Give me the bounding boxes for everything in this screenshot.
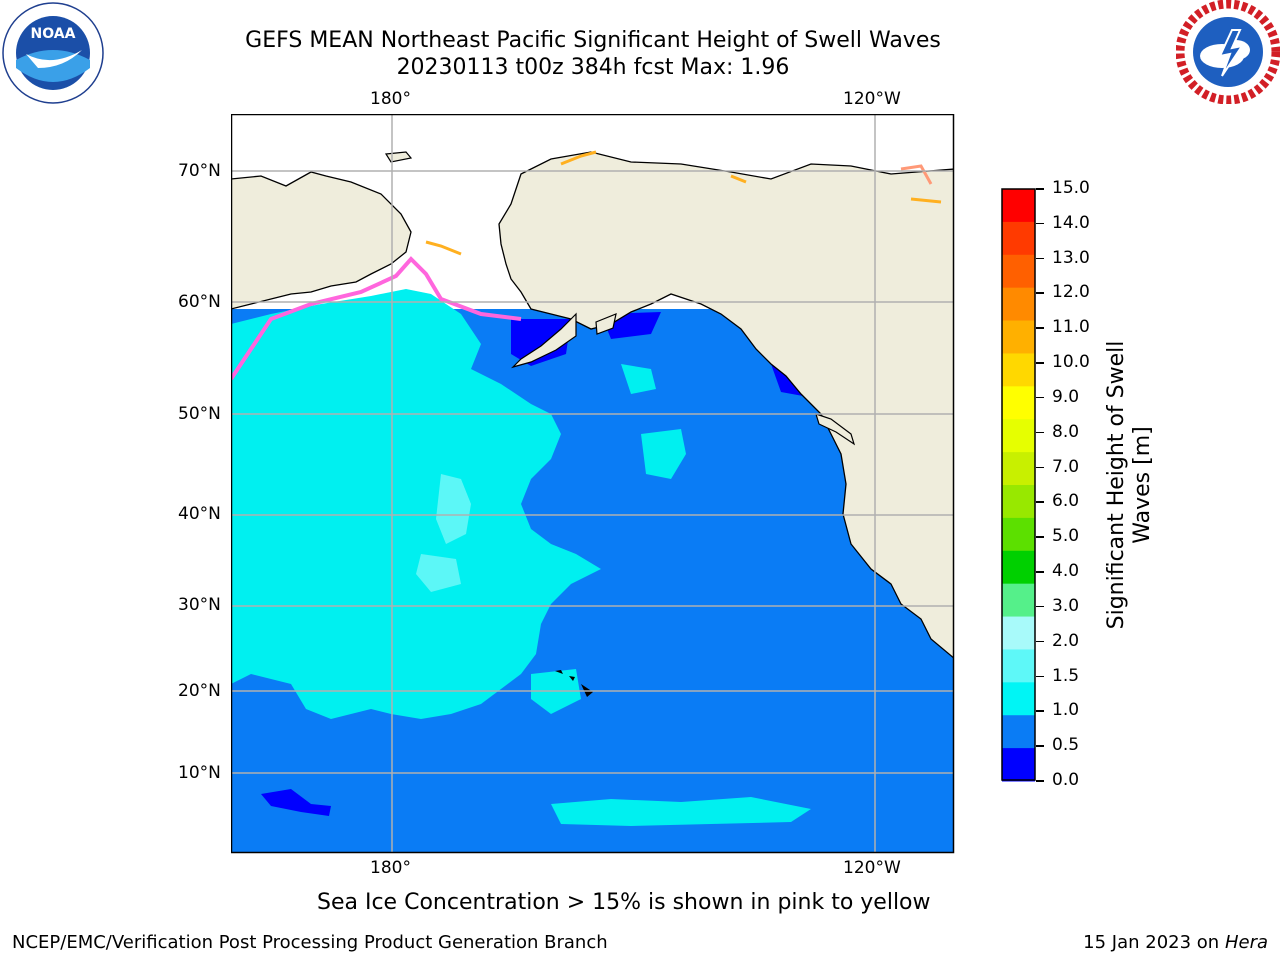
colorbar-cell xyxy=(1002,254,1035,289)
swell-region-low-gulf xyxy=(511,319,571,366)
land-alaska xyxy=(231,114,412,310)
colorbar-cell xyxy=(1002,616,1035,650)
colorbar-cell xyxy=(1002,221,1035,256)
colorbar-tick-mark xyxy=(1036,431,1044,434)
colorbar-tick-label: 15.0 xyxy=(1052,178,1090,198)
swell-region-tropical xyxy=(551,797,811,826)
colorbar-cell xyxy=(1002,419,1035,453)
footer-machine: Hera xyxy=(1224,932,1268,953)
map-gridlines xyxy=(231,114,954,853)
colorbar-cell xyxy=(1002,386,1035,420)
colorbar-label-line2: Waves [m] xyxy=(1130,426,1155,544)
colorbar-cell xyxy=(1002,550,1035,585)
lon-label-top-120w: 120°W xyxy=(843,89,901,109)
colorbar-tick-label: 2.0 xyxy=(1052,630,1080,651)
noaa-logo-text: NOAA xyxy=(31,26,76,42)
lat-label-10n: 10°N xyxy=(178,763,221,783)
colorbar-tick-mark xyxy=(1036,466,1044,469)
map-frame xyxy=(231,114,955,854)
chart-title: GEFS MEAN Northeast Pacific Significant … xyxy=(245,28,941,53)
colorbar-tick-label: 3.0 xyxy=(1052,595,1080,616)
colorbar-tick-label: 12.0 xyxy=(1052,282,1090,303)
colorbar-tick-mark xyxy=(1036,780,1044,782)
colorbar-cell xyxy=(1002,485,1035,519)
colorbar-tick-mark xyxy=(1036,292,1044,294)
colorbar-tick-mark xyxy=(1036,501,1044,503)
colorbar-tick-mark xyxy=(1036,605,1044,608)
colorbar-tick-label: 14.0 xyxy=(1052,212,1090,233)
colorbar-cell xyxy=(1002,583,1035,618)
colorbar-cell xyxy=(1002,748,1035,782)
colorbar-tick-mark xyxy=(1036,362,1044,364)
colorbar-cell xyxy=(1002,517,1035,552)
colorbar-tick-label: 11.0 xyxy=(1052,317,1090,338)
colorbar-tick-label: 13.0 xyxy=(1052,247,1090,268)
colorbar-tick-label: 9.0 xyxy=(1052,386,1080,407)
colorbar-cell xyxy=(1002,353,1035,387)
colorbar-cell xyxy=(1002,715,1035,749)
land-hawaii xyxy=(555,670,593,697)
lat-label-20n: 20°N xyxy=(178,681,221,701)
colorbar-tick-mark xyxy=(1036,640,1044,643)
sea-ice-fringe xyxy=(231,256,522,381)
colorbar-tick-label: 5.0 xyxy=(1052,526,1080,547)
chart-subtitle: 20230113 t00z 384h fcst Max: 1.96 xyxy=(396,55,790,80)
colorbar-tick-label: 1.5 xyxy=(1052,665,1080,686)
colorbar-cell xyxy=(1002,287,1035,322)
footer-producer: NCEP/EMC/Verification Post Processing Pr… xyxy=(12,932,608,953)
colorbar-tick-mark xyxy=(1036,745,1044,747)
colorbar-cell xyxy=(1002,452,1035,486)
lat-label-50n: 50°N xyxy=(178,404,221,424)
colorbar-tick-mark xyxy=(1036,257,1044,260)
map-area xyxy=(231,114,955,854)
swell-region-1-5m xyxy=(231,289,601,719)
footer-date: 15 Jan 2023 on Hera xyxy=(1083,932,1268,953)
colorbar-tick-label: 0.0 xyxy=(1052,770,1080,790)
lon-label-top-180: 180° xyxy=(370,89,411,109)
land-alaska-peninsula xyxy=(510,312,577,369)
colorbar-tick-label: 1.0 xyxy=(1052,700,1080,721)
colorbar-tick-mark xyxy=(1036,571,1044,573)
colorbar-tick-mark xyxy=(1036,327,1044,329)
colorbar-tick-mark xyxy=(1036,536,1044,538)
colorbar-tick-label: 8.0 xyxy=(1052,421,1080,442)
land-vancouver xyxy=(815,413,856,446)
colorbar-tick-mark xyxy=(1036,710,1044,712)
colorbar-tick-mark xyxy=(1036,188,1044,190)
colorbar-tick-label: 10.0 xyxy=(1052,352,1090,373)
lon-label-bottom-120w: 120°W xyxy=(843,858,901,878)
colorbar-tick-mark xyxy=(1036,675,1044,678)
colorbar-cell xyxy=(1002,649,1035,683)
colorbar-tick-label: 6.0 xyxy=(1052,491,1080,512)
colorbar-tick-mark xyxy=(1036,222,1044,225)
swell-region-2-0m xyxy=(436,474,471,544)
colorbar-tick-label: 4.0 xyxy=(1052,561,1080,582)
colorbar-tick-label: 0.5 xyxy=(1052,735,1080,756)
footer-date-text: 15 Jan 2023 on xyxy=(1083,932,1220,953)
lat-label-30n: 30°N xyxy=(178,595,221,615)
colorbar-tick-label: 7.0 xyxy=(1052,456,1080,477)
sea-ice-note: Sea Ice Concentration > 15% is shown in … xyxy=(317,890,931,915)
colorbar-cell xyxy=(1002,320,1035,354)
colorbar-tick-mark xyxy=(1036,396,1044,399)
land-kodiak xyxy=(595,313,617,335)
lon-label-bottom-180: 180° xyxy=(370,858,411,878)
nws-logo xyxy=(1176,0,1280,104)
colorbar-cell xyxy=(1002,682,1035,716)
lat-label-60n: 60°N xyxy=(178,292,221,312)
lat-label-70n: 70°N xyxy=(178,161,221,181)
colorbar-cell xyxy=(1002,189,1035,223)
colorbar xyxy=(1001,188,1036,782)
noaa-logo: NOAA xyxy=(2,2,104,104)
lat-label-40n: 40°N xyxy=(178,504,221,524)
colorbar-label-line1: Significant Height of Swell xyxy=(1104,340,1129,630)
